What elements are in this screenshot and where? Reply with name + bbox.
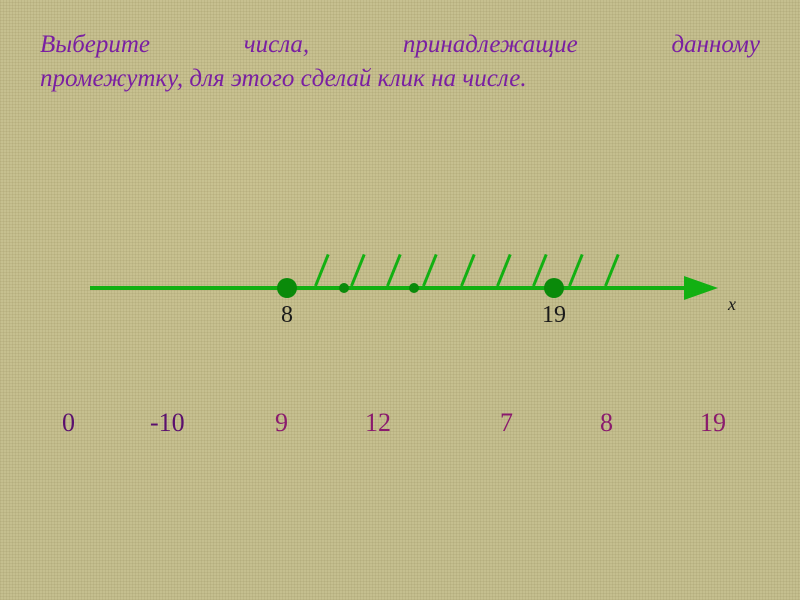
- interval-hatch-icon: [604, 253, 620, 286]
- interval-inner-dot: [409, 283, 419, 293]
- number-choice[interactable]: 7: [500, 408, 513, 438]
- axis-arrow-icon: [684, 276, 718, 300]
- w3: принадлежащие: [403, 28, 578, 62]
- interval-inner-dot: [339, 283, 349, 293]
- number-choice[interactable]: 9: [275, 408, 288, 438]
- axis-line: [90, 286, 690, 290]
- interval-hatch-icon: [460, 253, 476, 286]
- interval-right-label: 19: [542, 302, 566, 329]
- interval-hatch-icon: [350, 253, 366, 286]
- w1: Выберите: [40, 28, 150, 62]
- interval-hatch-icon: [314, 253, 330, 286]
- number-choice[interactable]: -10: [150, 408, 185, 438]
- instruction-text: Выберите числа, принадлежащие данному пр…: [40, 28, 760, 96]
- instruction-line-2: промежутку, для этого сделай клик на чис…: [40, 62, 760, 96]
- number-choice[interactable]: 19: [700, 408, 726, 438]
- number-choice[interactable]: 8: [600, 408, 613, 438]
- interval-hatch-icon: [568, 253, 584, 286]
- slide-content: Выберите числа, принадлежащие данному пр…: [0, 0, 800, 600]
- w2: числа,: [244, 28, 309, 62]
- axis-variable-label: x: [728, 294, 736, 315]
- interval-hatch-icon: [386, 253, 402, 286]
- interval-hatch-icon: [496, 253, 512, 286]
- number-choice[interactable]: 0: [62, 408, 75, 438]
- interval-right-endpoint: [544, 278, 564, 298]
- number-line: 8 19 x: [40, 236, 760, 356]
- number-choice[interactable]: 12: [365, 408, 391, 438]
- w4: данному: [671, 28, 760, 62]
- instruction-line-1: Выберите числа, принадлежащие данному: [40, 28, 760, 62]
- interval-left-endpoint: [277, 278, 297, 298]
- interval-left-label: 8: [281, 302, 293, 329]
- interval-hatch-icon: [422, 253, 438, 286]
